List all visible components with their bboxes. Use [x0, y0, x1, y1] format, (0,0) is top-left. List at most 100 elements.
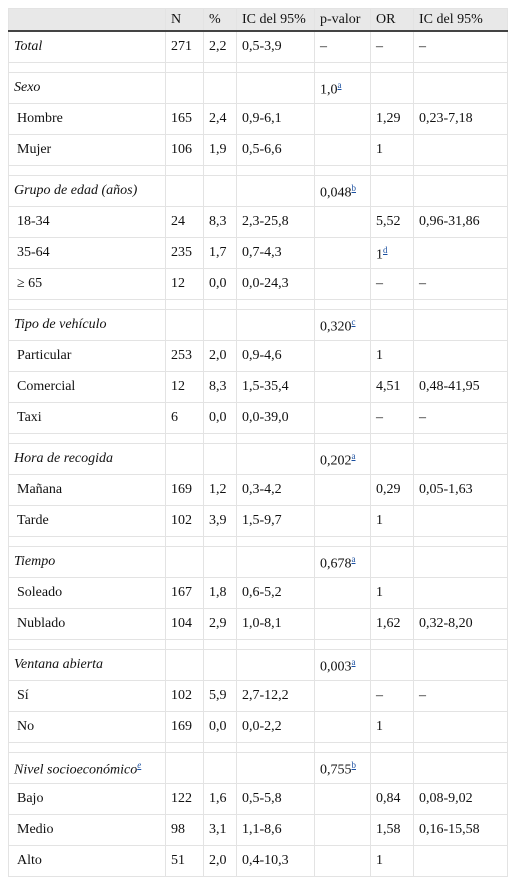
spacer-cell — [203, 165, 237, 176]
row-n: 12 — [165, 268, 204, 300]
footnote-ref-link[interactable]: d — [383, 244, 388, 255]
row-or: 0,29 — [370, 474, 414, 506]
row-p — [314, 268, 371, 300]
footnote-ref: e — [137, 758, 141, 771]
footnote-ref-link[interactable]: a — [351, 656, 356, 667]
row-label: Bajo — [8, 783, 166, 815]
section-title: Tipo de vehículo — [8, 309, 166, 341]
empty-cell — [236, 72, 315, 104]
p-value-text: 0,755 — [320, 762, 352, 778]
empty-cell — [236, 649, 315, 681]
spacer-cell — [8, 433, 166, 444]
spacer-cell — [8, 536, 166, 547]
spacer-row — [8, 165, 508, 176]
section-p-value: 0,678a — [314, 546, 371, 578]
section-p-value: 0,320c — [314, 309, 371, 341]
row-ic2 — [413, 577, 508, 609]
table-row: Bajo 122 1,6 0,5-5,8 0,84 0,08-9,02 — [8, 783, 508, 815]
footnote-ref-link[interactable]: b — [351, 759, 357, 770]
row-p — [314, 103, 371, 135]
row-ic2: 0,16-15,58 — [413, 814, 508, 846]
row-label: Tarde — [8, 505, 166, 537]
empty-cell — [236, 546, 315, 578]
row-or-text: 1 — [376, 348, 383, 363]
table-row: 18-34 24 8,3 2,3-25,8 5,52 0,96-31,86 — [8, 206, 508, 238]
footnote-ref: a — [352, 449, 356, 462]
row-pct: 0,0 — [203, 268, 237, 300]
section-p-value: 0,755b — [314, 752, 371, 784]
empty-cell — [165, 649, 204, 681]
empty-cell — [165, 752, 204, 784]
row-label: Sí — [8, 680, 166, 712]
row-pct: 1,2 — [203, 474, 237, 506]
spacer-cell — [413, 62, 508, 73]
table-row: No 169 0,0 0,0-2,2 1 — [8, 711, 508, 743]
footnote-ref: a — [338, 78, 342, 91]
header-row: N % IC del 95% p-valor OR IC del 95% — [8, 8, 508, 32]
p-value-text: 0,678 — [320, 556, 352, 572]
p-value-text: 0,320 — [320, 319, 352, 335]
spacer-cell — [236, 639, 315, 650]
results-table: N % IC del 95% p-valor OR IC del 95% Tot… — [8, 8, 508, 877]
row-n: 98 — [165, 814, 204, 846]
empty-cell — [203, 309, 237, 341]
footnote-ref-link[interactable]: a — [351, 553, 356, 564]
spacer-cell — [236, 62, 315, 73]
row-ic: 2,3-25,8 — [236, 206, 315, 238]
footnote-ref: b — [352, 181, 357, 194]
row-or: 1 — [370, 577, 414, 609]
spacer-row — [8, 62, 508, 73]
footnote-ref: c — [352, 315, 356, 328]
row-pct: 2,9 — [203, 608, 237, 640]
row-n: 106 — [165, 134, 204, 166]
section-title: Ventana abierta — [8, 649, 166, 681]
empty-cell — [413, 546, 508, 578]
row-n: 12 — [165, 371, 204, 403]
total-n: 271 — [165, 30, 204, 63]
empty-cell — [203, 72, 237, 104]
row-p — [314, 237, 371, 269]
row-ic2 — [413, 711, 508, 743]
empty-cell — [203, 752, 237, 784]
row-ic: 2,7-12,2 — [236, 680, 315, 712]
table-row: Mañana 169 1,2 0,3-4,2 0,29 0,05-1,63 — [8, 474, 508, 506]
row-label: Soleado — [8, 577, 166, 609]
row-or: – — [370, 268, 414, 300]
footnote-ref-link[interactable]: c — [351, 316, 356, 327]
row-ic2: 0,32-8,20 — [413, 608, 508, 640]
row-n: 169 — [165, 474, 204, 506]
empty-cell — [165, 309, 204, 341]
row-p — [314, 402, 371, 434]
total-ic: 0,5-3,9 — [236, 30, 315, 63]
row-pct: 1,8 — [203, 577, 237, 609]
header-cell-pct: % — [203, 8, 237, 32]
spacer-cell — [314, 62, 371, 73]
section-title-text: Nivel socioeconómico — [14, 762, 138, 778]
row-n: 104 — [165, 608, 204, 640]
row-or: 4,51 — [370, 371, 414, 403]
row-label: Hombre — [8, 103, 166, 135]
row-p — [314, 814, 371, 846]
table-row: Hombre 165 2,4 0,9-6,1 1,29 0,23-7,18 — [8, 103, 508, 135]
empty-cell — [236, 443, 315, 475]
spacer-cell — [314, 433, 371, 444]
section-title: Hora de recogida — [8, 443, 166, 475]
row-p — [314, 783, 371, 815]
header-cell-label — [8, 8, 166, 32]
row-pct: 8,3 — [203, 206, 237, 238]
spacer-row — [8, 299, 508, 310]
row-ic: 1,1-8,6 — [236, 814, 315, 846]
spacer-cell — [203, 62, 237, 73]
row-ic2: 0,08-9,02 — [413, 783, 508, 815]
row-p — [314, 371, 371, 403]
table-row: Particular 253 2,0 0,9-4,6 1 — [8, 340, 508, 372]
section-header-row: Nivel socioeconómicoe 0,755b — [8, 752, 508, 784]
spacer-cell — [314, 742, 371, 753]
row-label: Nublado — [8, 608, 166, 640]
empty-cell — [370, 649, 414, 681]
footnote-ref-link[interactable]: a — [351, 450, 356, 461]
row-or-text: 1,62 — [376, 616, 401, 631]
footnote-ref-link[interactable]: b — [351, 182, 357, 193]
footnote-ref-link[interactable]: e — [137, 759, 142, 770]
footnote-ref-link[interactable]: a — [337, 79, 342, 90]
